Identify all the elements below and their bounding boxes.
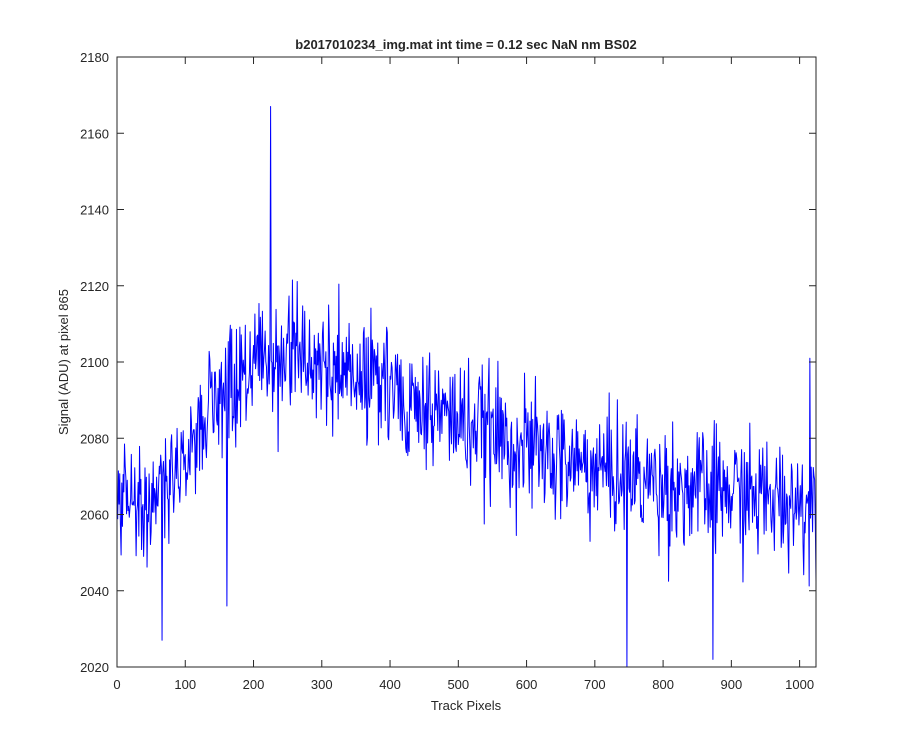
y-tick-label: 2120: [80, 279, 109, 294]
y-tick-label: 2040: [80, 584, 109, 599]
x-tick-label: 400: [379, 677, 401, 692]
y-axis-ticks: 2020 2040 2060 2080 2100 2120 2140 2160 2180: [80, 50, 816, 675]
y-tick-label: 2080: [80, 431, 109, 446]
x-tick-label: 900: [721, 677, 743, 692]
series-layer: [117, 106, 817, 668]
chart-title: b2017010234_img.mat int time = 0.12 sec …: [295, 37, 636, 52]
y-tick-label: 2180: [80, 50, 109, 65]
y-tick-label: 2020: [80, 660, 109, 675]
x-tick-label: 0: [113, 677, 120, 692]
y-axis-label: Signal (ADU) at pixel 865: [56, 289, 71, 435]
x-tick-label: 700: [584, 677, 606, 692]
y-tick-label: 2100: [80, 355, 109, 370]
x-axis-ticks: 0 100 200 300 400 500 600 700 800 900 1000: [113, 57, 814, 692]
x-tick-label: 200: [243, 677, 265, 692]
signal-series-line: [117, 106, 817, 668]
x-axis-label: Track Pixels: [431, 698, 502, 713]
x-tick-label: 100: [174, 677, 196, 692]
y-tick-label: 2060: [80, 508, 109, 523]
plot-area-background: [117, 57, 816, 667]
x-tick-label: 800: [652, 677, 674, 692]
x-tick-label: 1000: [785, 677, 814, 692]
x-tick-label: 600: [516, 677, 538, 692]
y-tick-label: 2140: [80, 203, 109, 218]
x-tick-label: 500: [447, 677, 469, 692]
y-tick-label: 2160: [80, 126, 109, 141]
x-tick-label: 300: [311, 677, 333, 692]
